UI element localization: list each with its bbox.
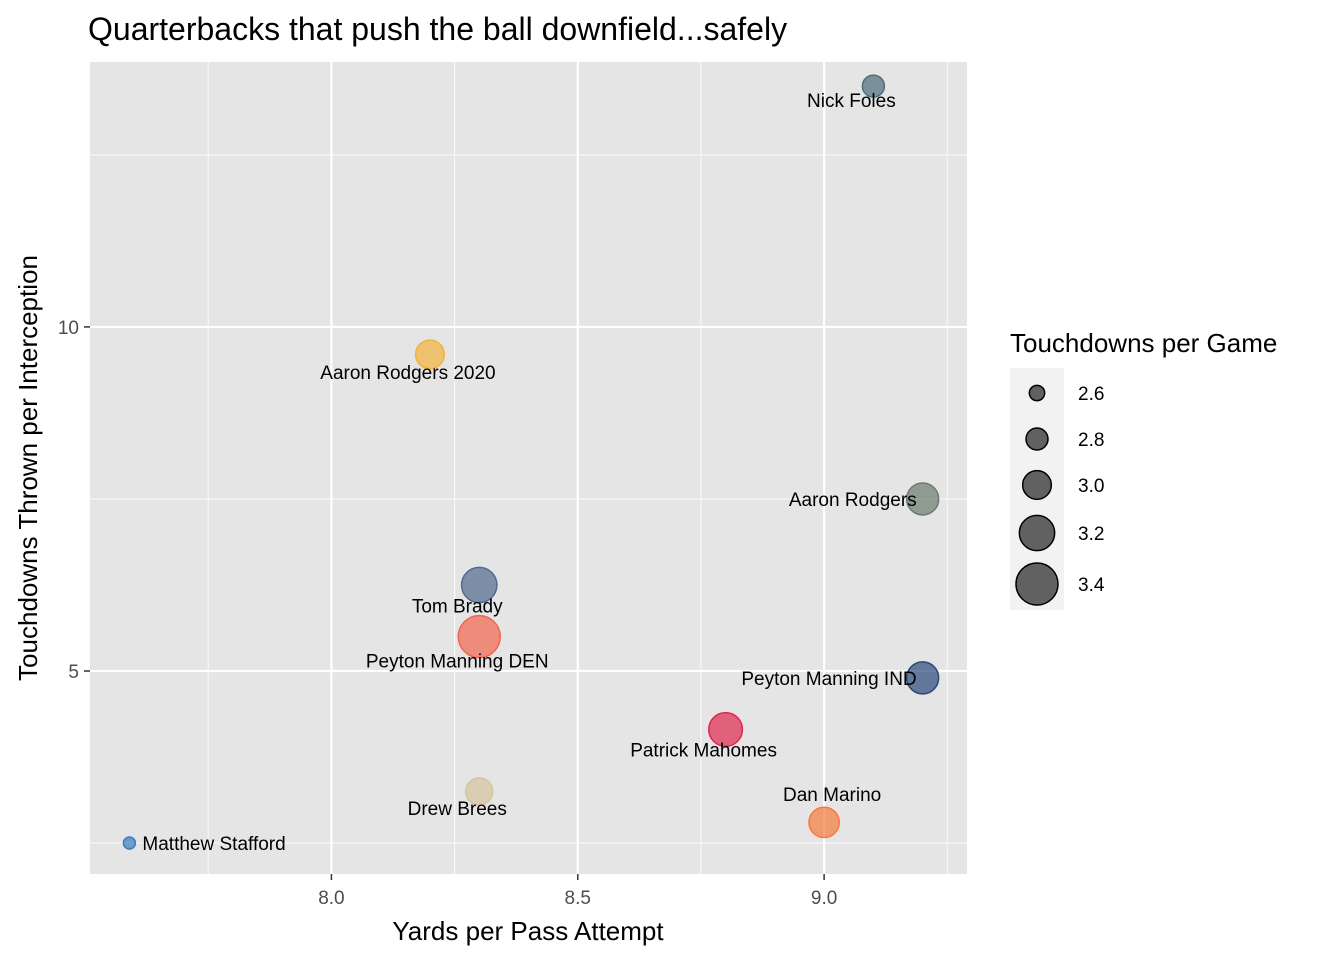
point-label: Aaron Rodgers [789, 490, 917, 511]
legend-size-key [1021, 469, 1053, 501]
data-point [905, 661, 940, 695]
legend: Touchdowns per Game 2.6 2.8 3.0 3.2 3.4 [1010, 328, 1277, 610]
legend-size-key [1018, 514, 1056, 552]
legend-items: 2.6 2.8 3.0 3.2 3.4 [1015, 384, 1105, 606]
legend-size-key [1025, 427, 1049, 451]
data-point [861, 74, 886, 98]
data-point [460, 566, 498, 604]
point-label-layer: Nick Foles Aaron Rodgers 2020 Aaron Rodger… [142, 91, 916, 855]
data-point [808, 806, 841, 839]
point-label: Tom Brady [412, 597, 503, 618]
axis-layer: 8.0 8.5 9.0 5 10 [58, 318, 837, 909]
legend-size-label: 2.8 [1078, 430, 1104, 451]
point-label: Peyton Manning DEN [366, 652, 549, 673]
chart-title: Quarterbacks that push the ball downfiel… [88, 11, 787, 47]
point-label: Nick Foles [807, 91, 896, 112]
data-point [414, 339, 446, 370]
point-label: Peyton Manning IND [741, 669, 916, 690]
point-label: Dan Marino [783, 785, 881, 806]
legend-size-label: 3.2 [1078, 524, 1104, 545]
x-tick-label: 8.0 [318, 888, 344, 909]
legend-size-label: 2.6 [1078, 384, 1104, 405]
x-axis-title: Yards per Pass Attempt [392, 916, 664, 946]
y-tick-label: 10 [58, 318, 79, 339]
y-tick-label: 5 [68, 662, 79, 683]
grid-layer [90, 62, 967, 874]
y-axis-title: Touchdowns Thrown per Interception [13, 255, 43, 681]
data-point [122, 836, 137, 850]
legend-size-label: 3.0 [1078, 476, 1104, 497]
data-point [707, 711, 744, 748]
legend-title: Touchdowns per Game [1010, 328, 1277, 358]
data-point [905, 482, 940, 516]
legend-size-key [1015, 562, 1059, 606]
point-label: Patrick Mahomes [630, 740, 777, 761]
x-tick-label: 8.5 [565, 888, 591, 909]
data-point [464, 777, 494, 806]
point-label: Aaron Rodgers 2020 [320, 363, 495, 384]
x-tick-label: 9.0 [811, 888, 837, 909]
legend-size-label: 3.4 [1078, 575, 1105, 596]
point-layer [122, 74, 940, 850]
point-label: Matthew Stafford [142, 834, 285, 855]
legend-size-key [1028, 384, 1046, 402]
point-label: Drew Brees [408, 799, 507, 820]
plot-panel [90, 62, 967, 874]
data-point [457, 614, 501, 659]
